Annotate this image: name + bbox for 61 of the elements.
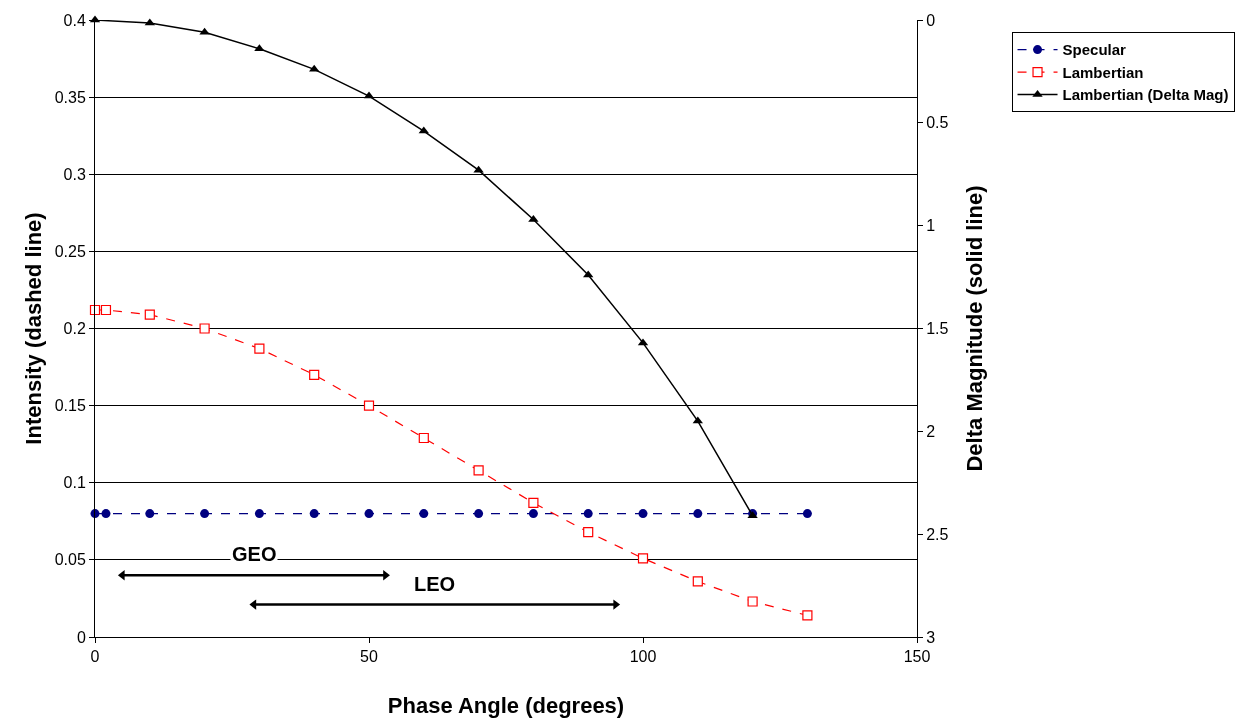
point	[418, 126, 429, 134]
y2-tick-label: 1.5	[926, 320, 949, 338]
point	[145, 509, 155, 519]
point	[309, 369, 320, 380]
point	[199, 27, 210, 35]
point	[363, 400, 375, 411]
y-tick-label: 0.35	[54, 88, 86, 106]
y-tick-label: 0.1	[63, 474, 86, 492]
y2-axis-title: Delta Magnitude (solid line)	[962, 185, 987, 472]
point	[693, 509, 703, 519]
y-tick-label: 0.05	[54, 551, 86, 569]
y2-tick-label: 1	[926, 217, 936, 235]
point	[309, 509, 319, 519]
point	[144, 309, 155, 320]
x-tick-label: 150	[903, 648, 931, 666]
point	[144, 18, 155, 26]
point	[747, 596, 758, 607]
y-tick-label: 0.4	[63, 11, 86, 29]
point	[692, 416, 703, 424]
y2-tick-label: 2.5	[926, 525, 949, 543]
series-label: GEO	[232, 543, 277, 565]
point	[101, 509, 111, 519]
point	[802, 610, 813, 621]
legend-label: Specular	[1062, 41, 1127, 59]
point	[528, 497, 539, 508]
point	[364, 509, 374, 519]
series-label: LEO	[414, 573, 456, 595]
x-tick-label: 100	[629, 648, 657, 666]
y-tick-label: 0	[76, 628, 86, 646]
point	[254, 509, 264, 519]
point	[583, 270, 594, 278]
y2-tick-label: 0	[926, 11, 936, 29]
y2-tick-label: 3	[926, 628, 936, 646]
x-tick-label: 0	[90, 648, 100, 666]
point	[583, 509, 593, 519]
point	[200, 509, 210, 519]
point	[254, 44, 265, 52]
point	[309, 64, 320, 72]
x-axis-title: Phase Angle (degrees)	[387, 693, 625, 718]
y2-tick-label: 0.5	[926, 114, 949, 132]
y-tick-label: 0.25	[54, 242, 86, 260]
point	[638, 509, 648, 519]
y-tick-label: 0.2	[63, 320, 86, 338]
point	[100, 304, 112, 316]
point	[474, 509, 484, 519]
point	[637, 553, 649, 564]
x-tick-label: 50	[360, 648, 378, 666]
point	[692, 576, 703, 587]
y-axis-title: Intensity (dashed line)	[21, 212, 46, 445]
point	[419, 509, 429, 519]
point	[528, 509, 538, 519]
legend-label: Lambertian	[1062, 63, 1144, 81]
y-tick-label: 0.3	[63, 165, 86, 183]
point	[802, 509, 812, 519]
point	[473, 465, 484, 476]
point	[583, 527, 594, 538]
y2-tick-label: 2	[926, 422, 936, 440]
legend-label: Lambertian (Delta Mag)	[1062, 86, 1229, 104]
point	[199, 323, 210, 334]
y-tick-label: 0.15	[54, 397, 86, 415]
point	[254, 343, 265, 354]
